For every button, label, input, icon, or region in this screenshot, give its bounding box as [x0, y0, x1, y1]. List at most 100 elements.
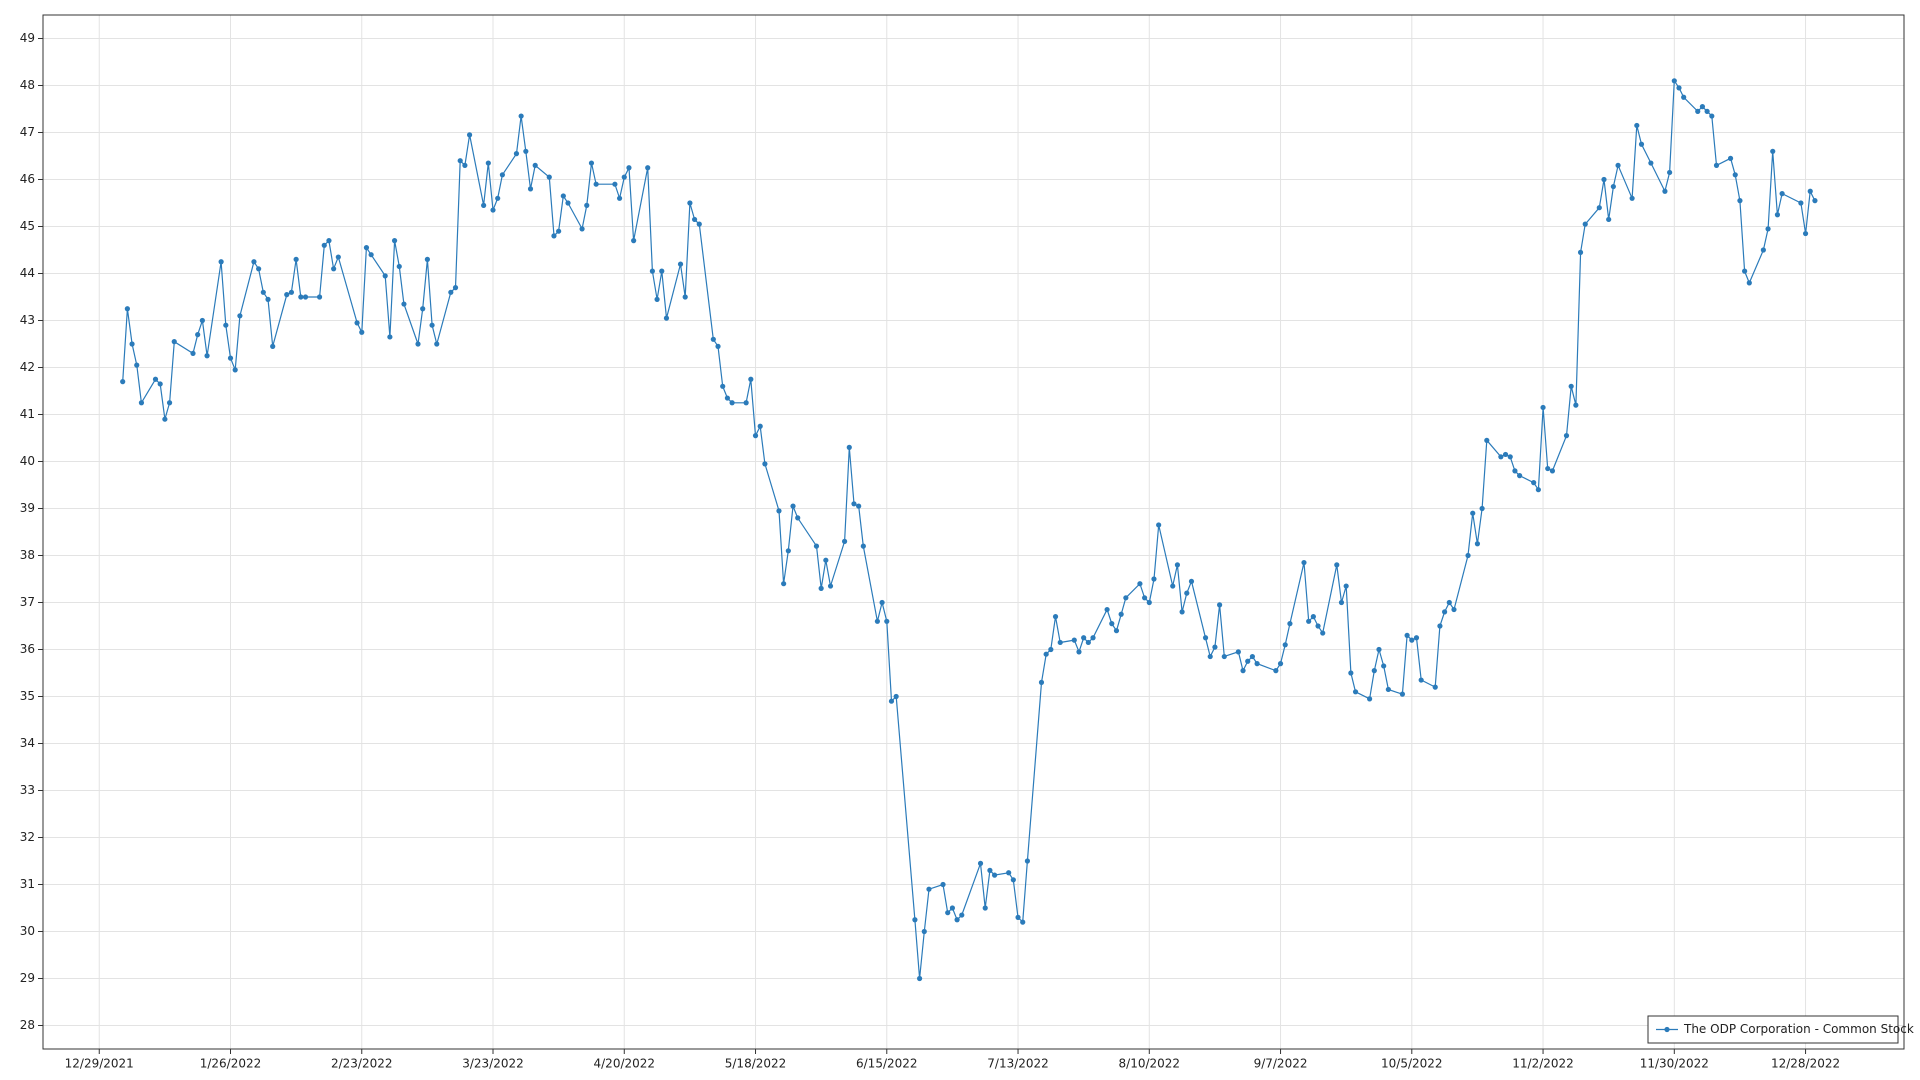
data-point — [626, 165, 632, 171]
data-point — [1535, 487, 1541, 493]
data-point — [527, 186, 534, 192]
data-point — [1512, 468, 1518, 474]
data-point — [1517, 473, 1523, 479]
data-point — [921, 928, 927, 935]
data-point — [424, 256, 430, 262]
data-point — [1048, 646, 1054, 653]
data-point — [1746, 280, 1752, 286]
data-point — [1545, 465, 1551, 472]
data-point — [232, 367, 238, 373]
x-tick-label: 3/23/2022 — [462, 1057, 524, 1071]
y-tick-label: 39 — [20, 501, 35, 515]
data-point — [1170, 583, 1176, 589]
data-point — [204, 353, 210, 359]
data-point — [1076, 649, 1082, 655]
data-point — [331, 266, 337, 272]
data-point — [1352, 689, 1359, 695]
data-point — [1601, 176, 1607, 183]
data-point — [945, 910, 951, 916]
data-point — [874, 618, 881, 624]
y-tick-label: 29 — [20, 971, 35, 985]
data-point — [462, 162, 468, 168]
data-point — [1104, 606, 1110, 613]
data-point — [256, 266, 262, 272]
data-point — [757, 423, 763, 429]
y-tick-label: 34 — [20, 736, 35, 750]
data-point — [710, 336, 716, 342]
data-point — [846, 444, 852, 450]
data-point — [513, 151, 520, 157]
data-point — [481, 202, 487, 208]
data-point — [1704, 108, 1710, 114]
data-point — [949, 905, 956, 911]
data-point — [251, 259, 257, 265]
data-point — [129, 341, 135, 347]
data-point — [649, 268, 655, 274]
data-point — [1146, 599, 1152, 606]
data-point — [1188, 578, 1195, 584]
data-point — [1596, 205, 1602, 211]
data-point — [223, 322, 229, 328]
data-point — [893, 693, 899, 700]
data-point — [987, 867, 993, 874]
data-point — [1671, 78, 1677, 84]
data-point — [1348, 670, 1354, 676]
legend: The ODP Corporation - Common Stock — [1647, 1015, 1914, 1044]
data-point — [1798, 200, 1804, 206]
data-point — [1437, 623, 1443, 629]
data-point — [851, 501, 857, 507]
data-point — [1085, 639, 1091, 646]
data-point — [1015, 914, 1021, 921]
data-point — [1470, 510, 1476, 516]
data-point — [124, 306, 130, 312]
data-point — [818, 585, 824, 592]
data-point — [1006, 870, 1012, 876]
data-point — [813, 543, 820, 549]
data-point — [382, 273, 388, 279]
data-point — [1010, 877, 1016, 883]
data-point — [396, 263, 402, 270]
data-point — [1118, 611, 1124, 617]
data-point — [556, 228, 562, 234]
legend-label: The ODP Corporation - Common Stock — [1683, 1022, 1914, 1036]
data-point — [1254, 661, 1260, 667]
y-tick-label: 40 — [20, 454, 35, 468]
data-point — [1282, 642, 1288, 648]
data-point — [1151, 576, 1157, 582]
data-point — [335, 254, 341, 260]
data-point — [316, 294, 323, 300]
data-point — [466, 132, 473, 138]
data-point — [420, 306, 426, 312]
data-point — [1615, 162, 1621, 168]
data-point — [157, 381, 163, 387]
data-point — [916, 975, 923, 982]
data-point — [884, 618, 890, 624]
data-point — [1052, 614, 1059, 620]
data-point — [302, 294, 309, 300]
data-point — [363, 245, 370, 251]
data-point — [452, 285, 459, 291]
data-point — [1320, 630, 1326, 636]
data-point — [1681, 94, 1687, 100]
data-point — [1409, 637, 1415, 643]
data-point — [743, 400, 749, 406]
data-point — [645, 165, 651, 171]
data-point — [1737, 198, 1743, 204]
data-point — [1648, 160, 1654, 166]
data-point — [354, 320, 360, 326]
data-point — [495, 195, 501, 201]
data-point — [1507, 454, 1513, 460]
data-point — [227, 355, 234, 361]
data-point — [729, 400, 735, 406]
data-point — [1381, 663, 1387, 669]
y-tick-label: 35 — [20, 689, 35, 703]
data-point — [1742, 268, 1748, 274]
data-point — [991, 872, 998, 878]
y-tick-label: 36 — [20, 642, 35, 656]
x-tick-label: 11/2/2022 — [1512, 1057, 1574, 1071]
data-point — [1179, 609, 1185, 615]
legend-marker — [1664, 1026, 1670, 1033]
data-point — [654, 296, 660, 302]
data-point — [823, 557, 829, 563]
